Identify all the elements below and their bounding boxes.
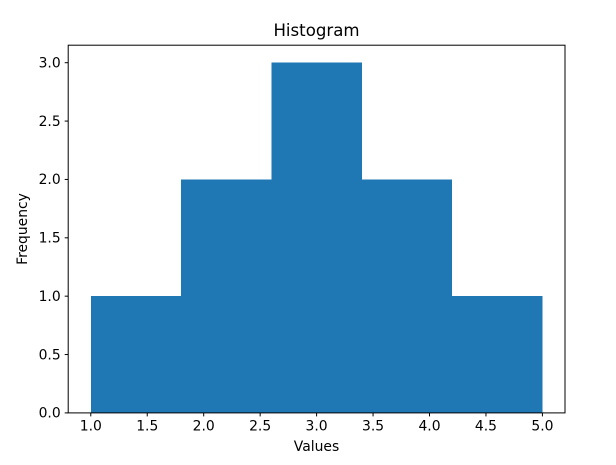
y-tick-label: 0.5 (39, 347, 61, 363)
y-tick-label: 2.0 (39, 172, 61, 188)
x-tick-label: 1.0 (80, 418, 102, 434)
y-tick-label: 1.5 (39, 231, 61, 247)
histogram-bar (271, 62, 362, 413)
x-tick-label: 3.5 (362, 418, 384, 434)
chart-title: Histogram (273, 21, 360, 40)
y-tick-label: 0.0 (39, 406, 61, 422)
x-axis-label: Values (293, 439, 340, 455)
histogram-bar (452, 296, 543, 413)
x-tick-label: 4.5 (475, 418, 497, 434)
histogram-bar (181, 179, 272, 413)
histogram-bar (361, 179, 453, 413)
y-tick-label: 3.0 (39, 56, 61, 72)
x-tick-label: 5.0 (531, 418, 553, 434)
histogram-bar (90, 296, 182, 413)
x-tick-label: 2.5 (249, 418, 271, 434)
x-tick-label: 1.5 (136, 418, 158, 434)
x-tick-label: 3.0 (306, 418, 328, 434)
y-tick-label: 1.0 (39, 289, 61, 305)
y-tick-label: 2.5 (39, 114, 61, 130)
x-tick-label: 2.0 (193, 418, 215, 434)
x-tick-label: 4.0 (418, 418, 440, 434)
